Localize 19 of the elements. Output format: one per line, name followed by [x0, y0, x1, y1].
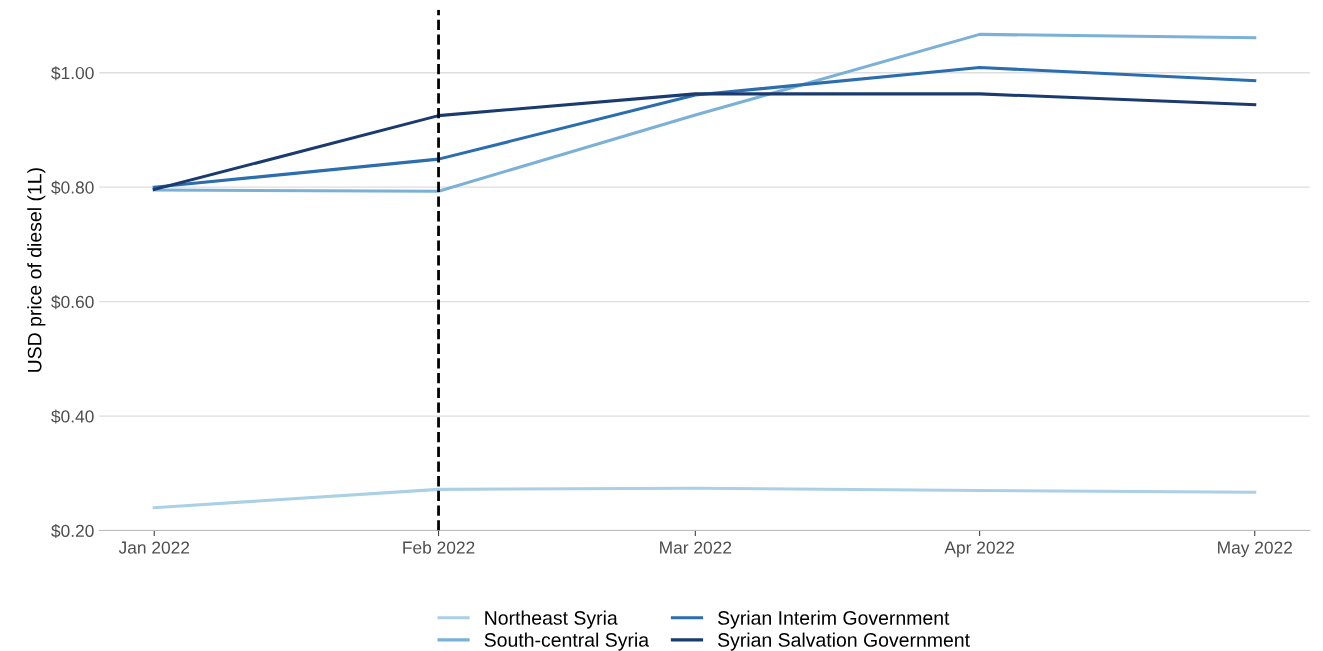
y-tick-label: $0.60 — [51, 295, 94, 310]
x-tick-label: Jan 2022 — [118, 541, 190, 554]
y-tick-label: $1.00 — [51, 66, 94, 81]
y-tick-label: $0.80 — [51, 180, 94, 195]
y-axis-title: USD price of diesel (1L) — [27, 168, 46, 372]
y-tick-label: $0.40 — [51, 409, 94, 424]
line-series — [152, 486, 1257, 510]
legend-label: Syrian Salvation Government — [718, 632, 970, 651]
y-tick-label: $0.20 — [51, 524, 94, 539]
line-series — [152, 92, 1257, 191]
x-tick-label: Mar 2022 — [660, 541, 732, 554]
legend-label: Syrian Interim Government — [718, 610, 950, 629]
x-tick-label: Feb 2022 — [403, 540, 475, 554]
legend-label: Northeast Syria — [485, 610, 618, 629]
legend-label: South-central Syria — [484, 632, 650, 651]
line-series — [152, 32, 1257, 193]
x-tick-label: May 2022 — [1218, 541, 1292, 558]
line-series — [152, 66, 1257, 189]
x-tick-label: Apr 2022 — [944, 541, 1014, 558]
